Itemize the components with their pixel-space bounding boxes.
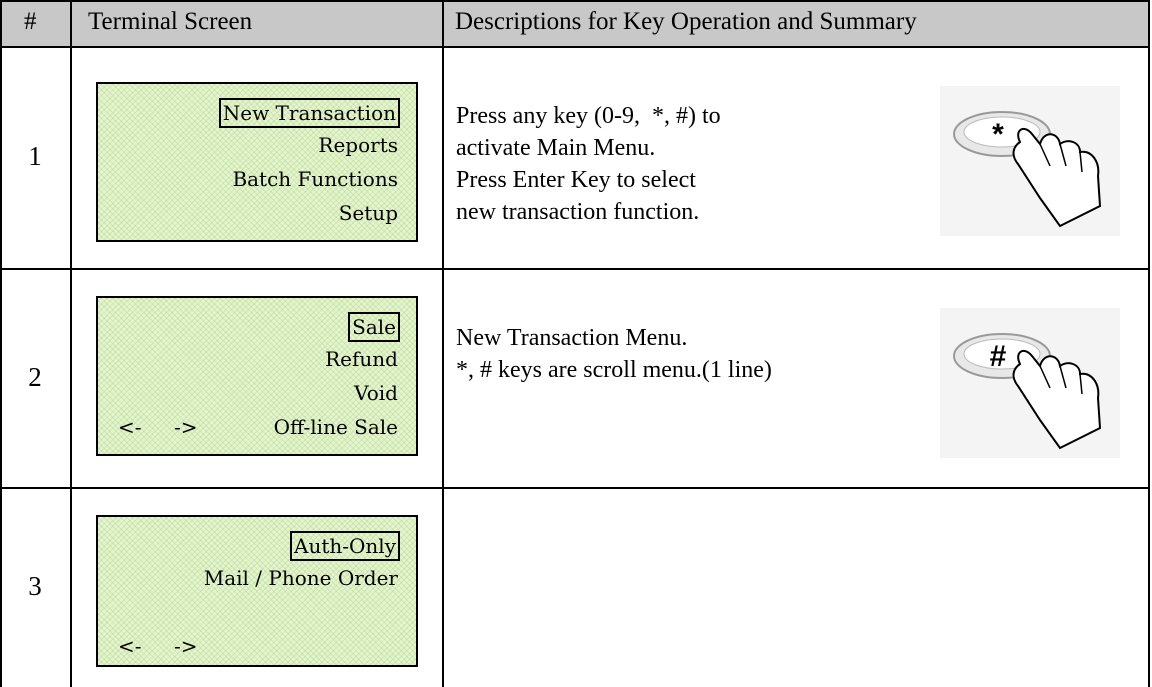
description-line: Press Enter Key to select <box>456 167 696 193</box>
rule <box>0 268 1150 270</box>
row-number: 3 <box>28 571 42 601</box>
screen-line: Batch Functions <box>232 167 398 191</box>
screen-line: Setup <box>338 201 398 225</box>
nav-arrow: -> <box>174 634 198 658</box>
screen-line: New Transaction <box>218 98 400 128</box>
description-line: activate Main Menu. <box>456 135 656 161</box>
rule <box>0 487 1150 489</box>
header-bg <box>0 0 1150 46</box>
description-line: Press any key (0-9, *, #) to <box>456 103 721 129</box>
header-num: # <box>24 8 37 35</box>
header-screen: Terminal Screen <box>88 8 253 35</box>
screen-line: Off-line Sale <box>273 415 398 439</box>
description-line: *, # keys are scroll menu.(1 line) <box>456 357 772 383</box>
row-number: 1 <box>28 141 42 171</box>
screen-line: Sale <box>348 312 400 342</box>
screen-line: Void <box>354 381 398 405</box>
screen-line: Reports <box>318 133 398 157</box>
nav-arrow: <- <box>118 634 142 658</box>
rule <box>70 0 72 687</box>
nav-arrow: -> <box>174 415 198 439</box>
key-label: * <box>992 118 1004 151</box>
description-line: New Transaction Menu. <box>456 325 688 351</box>
key-icon: * <box>940 86 1120 236</box>
row-number: 2 <box>28 361 42 392</box>
rule <box>442 0 444 687</box>
screen-line: Refund <box>325 347 398 371</box>
screen-line: Auth-Only <box>290 531 400 561</box>
header-desc: Descriptions for Key Operation and Summa… <box>455 8 917 35</box>
terminal-screen: Sale Refund Void Off-line Sale <- -> <box>96 296 418 456</box>
terminal-screen: New Transaction Reports Batch Functions Set… <box>96 82 418 242</box>
rule <box>1148 0 1150 687</box>
key-icon: # <box>940 308 1120 458</box>
terminal-screen: Auth-Only Mail / Phone Order <- -> <box>96 515 418 667</box>
description-line: new transaction function. <box>456 199 700 225</box>
rule <box>0 0 1150 2</box>
nav-arrow: <- <box>118 415 142 439</box>
rule <box>0 46 1150 48</box>
key-label: # <box>990 340 1007 373</box>
rule <box>0 0 2 687</box>
screen-line: Mail / Phone Order <box>203 566 398 590</box>
